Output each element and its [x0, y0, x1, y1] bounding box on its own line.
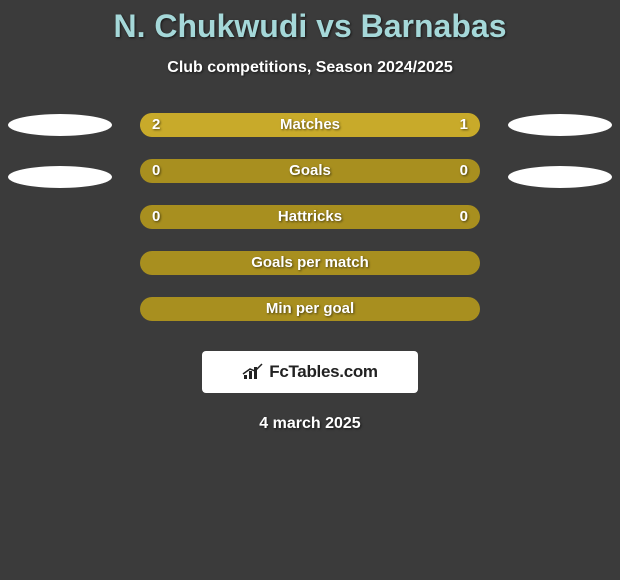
- page-title: N. Chukwudi vs Barnabas: [0, 8, 620, 45]
- stat-row: Hattricks00: [0, 205, 620, 251]
- stat-row: Min per goal: [0, 297, 620, 343]
- stats-rows: Matches21Goals00Hattricks00Goals per mat…: [0, 113, 620, 343]
- bar-chart-icon: [242, 363, 264, 381]
- stat-row: Goals per match: [0, 251, 620, 297]
- player-oval-left: [8, 166, 112, 188]
- bar-track: [140, 205, 480, 229]
- bar-segment-right: [367, 113, 480, 137]
- player-oval-right: [508, 114, 612, 136]
- date-text: 4 march 2025: [0, 415, 620, 433]
- logo-text: FcTables.com: [269, 362, 378, 382]
- bar-segment-left: [140, 113, 367, 137]
- player-oval-left: [8, 114, 112, 136]
- bar-track: [140, 113, 480, 137]
- bar-track: [140, 251, 480, 275]
- logo-box: FcTables.com: [202, 351, 418, 393]
- subtitle: Club competitions, Season 2024/2025: [0, 59, 620, 77]
- stat-row: Goals00: [0, 159, 620, 205]
- comparison-infographic: N. Chukwudi vs Barnabas Club competition…: [0, 0, 620, 580]
- bar-track: [140, 159, 480, 183]
- bar-track: [140, 297, 480, 321]
- stat-row: Matches21: [0, 113, 620, 159]
- player-oval-right: [508, 166, 612, 188]
